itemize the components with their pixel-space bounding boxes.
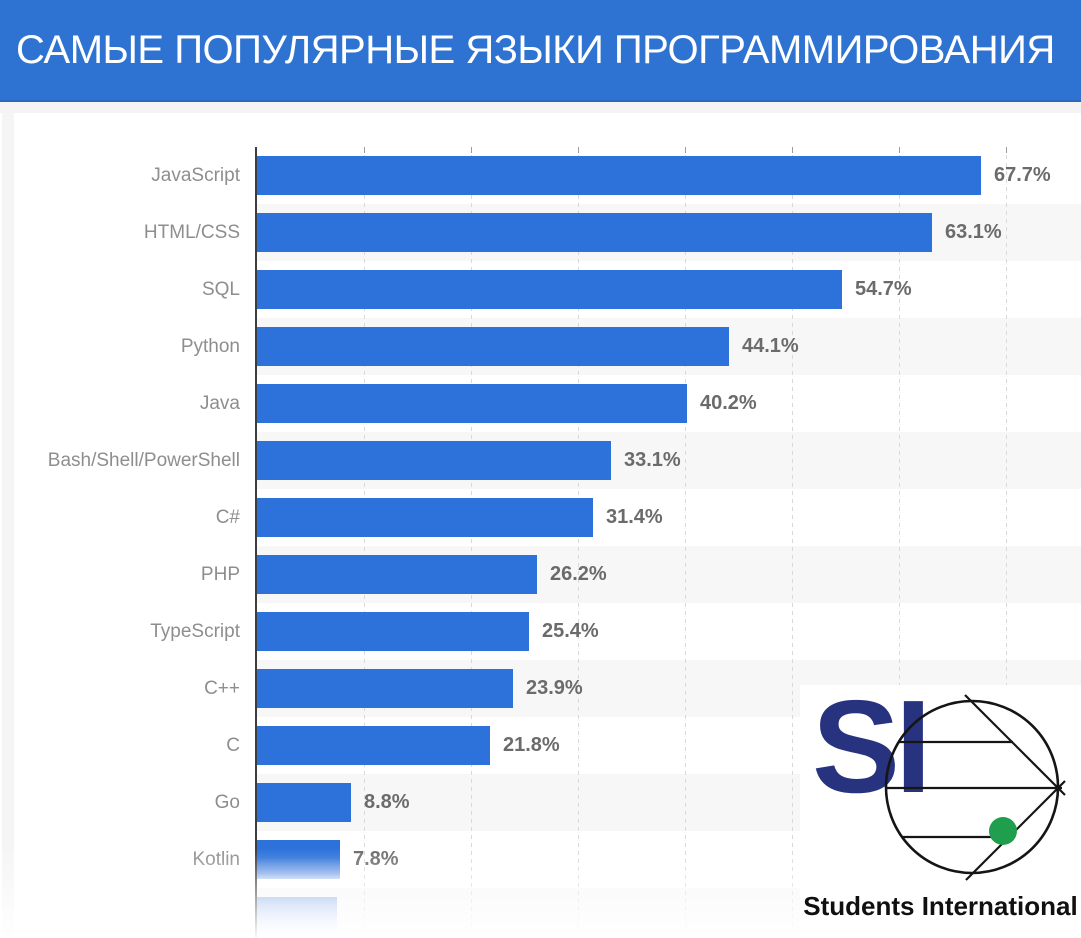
- faded-partial-bar: [257, 897, 337, 936]
- bar: [257, 840, 340, 879]
- category-label: PHP: [200, 564, 240, 585]
- bar: [257, 726, 490, 765]
- bar: [257, 669, 513, 708]
- header-banner: САМЫЕ ПОПУЛЯРНЫЕ ЯЗЫКИ ПРОГРАММИРОВАНИЯ: [0, 0, 1081, 102]
- students-international-logo: SI Students International: [800, 673, 1081, 938]
- logo-si-monogram: SI: [812, 673, 932, 820]
- bar: [257, 327, 729, 366]
- value-label: 54.7%: [855, 278, 912, 300]
- value-label: 44.1%: [742, 335, 799, 357]
- category-label: Java: [199, 393, 240, 414]
- category-label: JavaScript: [151, 165, 240, 186]
- category-label: C: [226, 735, 240, 756]
- bar: [257, 213, 932, 252]
- bar: [257, 156, 981, 195]
- gridline: [578, 147, 579, 938]
- category-label: C++: [204, 678, 240, 699]
- page-title: САМЫЕ ПОПУЛЯРНЫЕ ЯЗЫКИ ПРОГРАММИРОВАНИЯ: [16, 27, 1055, 72]
- gridline: [792, 147, 793, 938]
- category-label: HTML/CSS: [143, 222, 240, 243]
- bar: [257, 555, 537, 594]
- category-label: SQL: [201, 279, 240, 300]
- logo-green-dot: [989, 817, 1017, 845]
- gridline: [1006, 147, 1007, 938]
- category-label: Bash/Shell/PowerShell: [47, 450, 240, 471]
- category-label: Go: [214, 792, 240, 813]
- value-label: 7.8%: [353, 848, 399, 870]
- bar: [257, 384, 687, 423]
- gridline: [471, 147, 472, 938]
- value-label: 33.1%: [624, 449, 681, 471]
- gridline: [364, 147, 365, 938]
- value-label: 25.4%: [542, 620, 599, 642]
- value-label: 31.4%: [606, 506, 663, 528]
- category-label: Kotlin: [192, 849, 240, 870]
- value-label: 67.7%: [994, 164, 1051, 186]
- value-label: 63.1%: [945, 221, 1002, 243]
- y-axis-line: [255, 147, 257, 938]
- bar: [257, 441, 611, 480]
- value-label: 21.8%: [503, 734, 560, 756]
- bar: [257, 783, 351, 822]
- gridline: [685, 147, 686, 938]
- left-edge-shade: [2, 113, 14, 938]
- logo-wordmark: Students International: [803, 891, 1078, 921]
- value-label: 40.2%: [700, 392, 757, 414]
- value-label: 26.2%: [550, 563, 607, 585]
- bar: [257, 612, 529, 651]
- logo-emblem-icon: [884, 694, 1066, 881]
- bar: [257, 270, 842, 309]
- value-label: 8.8%: [364, 791, 410, 813]
- category-label: C#: [215, 507, 240, 528]
- category-label: TypeScript: [150, 621, 240, 642]
- bar: [257, 498, 593, 537]
- header-divider: [0, 102, 1081, 113]
- category-label: Python: [180, 336, 240, 357]
- value-label: 23.9%: [526, 677, 583, 699]
- gridline: [899, 147, 900, 938]
